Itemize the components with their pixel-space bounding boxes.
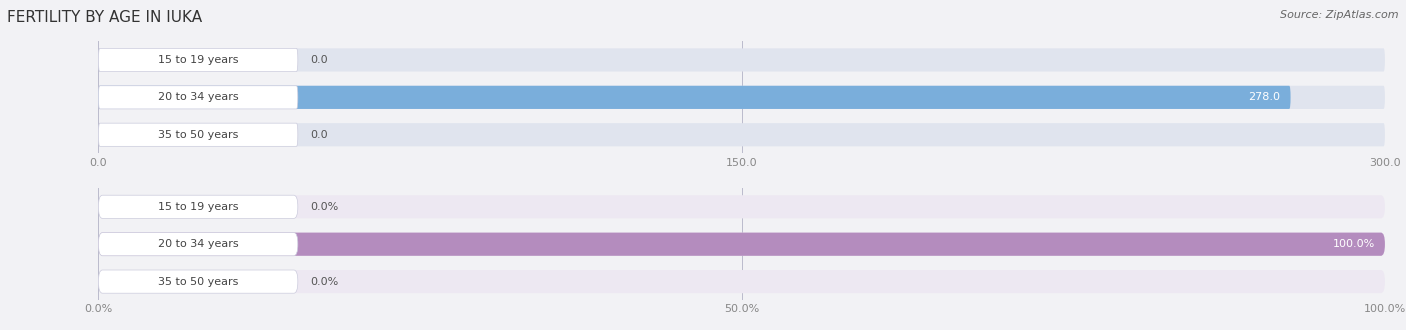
Text: Source: ZipAtlas.com: Source: ZipAtlas.com	[1281, 10, 1399, 20]
Text: 278.0: 278.0	[1249, 92, 1281, 102]
Text: 15 to 19 years: 15 to 19 years	[157, 202, 239, 212]
Text: 0.0%: 0.0%	[311, 277, 339, 286]
FancyBboxPatch shape	[98, 49, 298, 72]
FancyBboxPatch shape	[98, 123, 298, 146]
Text: 20 to 34 years: 20 to 34 years	[157, 92, 239, 102]
Text: 35 to 50 years: 35 to 50 years	[157, 277, 238, 286]
FancyBboxPatch shape	[98, 270, 1385, 293]
FancyBboxPatch shape	[98, 86, 298, 109]
Text: 0.0: 0.0	[311, 130, 329, 140]
Text: 0.0%: 0.0%	[311, 202, 339, 212]
Text: 20 to 34 years: 20 to 34 years	[157, 239, 239, 249]
FancyBboxPatch shape	[98, 49, 1385, 72]
FancyBboxPatch shape	[98, 233, 1385, 256]
Text: 15 to 19 years: 15 to 19 years	[157, 55, 239, 65]
Text: FERTILITY BY AGE IN IUKA: FERTILITY BY AGE IN IUKA	[7, 10, 202, 25]
Text: 0.0: 0.0	[311, 55, 329, 65]
FancyBboxPatch shape	[98, 233, 1385, 256]
FancyBboxPatch shape	[98, 270, 298, 293]
FancyBboxPatch shape	[98, 86, 1291, 109]
FancyBboxPatch shape	[98, 195, 298, 218]
FancyBboxPatch shape	[98, 233, 298, 256]
Text: 100.0%: 100.0%	[1333, 239, 1375, 249]
FancyBboxPatch shape	[98, 86, 1385, 109]
FancyBboxPatch shape	[98, 123, 1385, 146]
Text: 35 to 50 years: 35 to 50 years	[157, 130, 238, 140]
FancyBboxPatch shape	[98, 195, 1385, 218]
